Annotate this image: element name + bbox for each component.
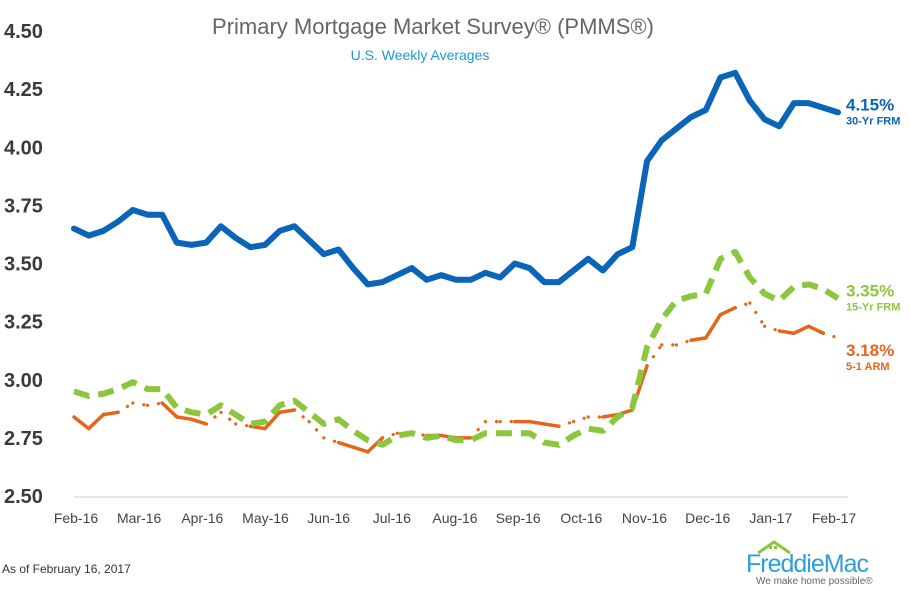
series-segment-5-1-arm (189, 417, 208, 426)
series-segment-5-1-arm (601, 412, 620, 419)
series-segment-5-1-arm (277, 408, 297, 415)
as-of-date: As of February 16, 2017 (2, 562, 131, 576)
series-segment-5-1-arm (145, 401, 164, 407)
y-tick-label: 2.75 (4, 428, 43, 450)
logo-wordmark: FreddieMac (746, 550, 869, 578)
series-end-name: 5-1 ARM (846, 361, 890, 373)
x-tick-label: Jun-16 (307, 510, 350, 526)
series-segment-5-1-arm (160, 401, 179, 419)
series-segment-5-1-arm (101, 410, 120, 417)
series-end-name: 15-Yr FRM (846, 301, 900, 313)
series-segment-5-1-arm (645, 343, 664, 368)
house-roof-icon (757, 540, 791, 554)
series-segment-5-1-arm (777, 329, 796, 335)
series-segment-5-1-arm (234, 422, 252, 428)
series-end-value: 3.18% (846, 341, 894, 360)
series-segment-5-1-arm (674, 338, 693, 347)
series-segment-5-1-arm (571, 415, 590, 424)
series-segment-5-1-arm (351, 445, 370, 454)
series-segment-5-1-arm (704, 312, 723, 340)
series-lines (71, 69, 841, 454)
series-segment-5-1-arm (322, 436, 341, 445)
y-tick-label: 2.50 (4, 486, 43, 508)
series-segment-5-1-arm (542, 422, 561, 428)
x-tick-label: Jul-16 (373, 510, 411, 526)
chart-subtitle: U.S. Weekly Averages (350, 47, 490, 63)
x-tick-label: May-16 (242, 510, 289, 526)
series-segment-5-1-arm (204, 410, 223, 426)
x-tick-label: Apr-16 (181, 510, 223, 526)
y-tick-label: 3.75 (4, 195, 43, 217)
series-segment-5-1-arm (248, 424, 267, 431)
series-segment-5-1-arm (762, 324, 781, 333)
y-tick-label: 3.50 (4, 254, 43, 276)
y-tick-label: 4.50 (4, 21, 43, 43)
series-segment-5-1-arm (263, 410, 282, 431)
chart-title: Primary Mortgage Market Survey® (PMMS®) (212, 14, 654, 39)
series-segment-5-1-arm (131, 401, 150, 407)
x-tick-label: Oct-16 (560, 510, 602, 526)
series-segment-5-1-arm (86, 412, 106, 431)
series-segment-5-1-arm (557, 420, 576, 428)
series-segment-5-1-arm (748, 301, 767, 328)
series-end-name: 30-Yr FRM (846, 115, 900, 127)
y-axis-tick-labels: 4.50 4.25 4.00 3.75 3.50 3.25 3.00 2.75 2.50 (4, 21, 43, 508)
series-segment-5-1-arm (718, 305, 737, 317)
x-tick-label: Mar-16 (117, 510, 162, 526)
y-tick-label: 3.00 (4, 370, 43, 392)
series-segment-5-1-arm (689, 336, 708, 342)
logo-tagline: We make home possible® (756, 576, 873, 587)
y-tick-label: 3.25 (4, 312, 43, 334)
x-tick-label: Sep-16 (496, 510, 541, 526)
series-line-30-yr-frm (71, 69, 841, 288)
series-segment-5-1-arm (175, 415, 194, 422)
series-segment-5-1-arm (307, 420, 326, 440)
x-tick-label: Nov-16 (622, 510, 667, 526)
series-segment-5-1-arm (336, 440, 355, 449)
series-segment-5-1-arm (366, 436, 385, 454)
series-segment-5-1-arm (792, 324, 811, 335)
series-segment-5-1-arm (527, 419, 546, 426)
series-end-value: 4.15% (846, 95, 894, 114)
series-segment-5-1-arm (72, 415, 91, 431)
y-tick-label: 4.25 (4, 79, 43, 101)
x-tick-label: Feb-17 (812, 510, 857, 526)
x-tick-label: Jan-17 (749, 510, 792, 526)
x-axis-tick-labels: Feb-16 Mar-16 Apr-16 May-16 Jun-16 Jul-16 Aug-… (54, 510, 857, 526)
series-line-15-yr-frm (73, 248, 840, 448)
series-segment-5-1-arm (116, 401, 135, 414)
x-tick-label: Aug-16 (432, 510, 477, 526)
x-tick-label: Dec-16 (685, 510, 730, 526)
y-tick-label: 4.00 (4, 137, 43, 159)
series-end-labels: 4.15%30-Yr FRM 3.35%15-Yr FRM 3.18%5-1 ARM (846, 95, 900, 373)
series-segment-5-1-arm (292, 408, 311, 424)
series-segment-5-1-arm (821, 331, 840, 340)
series-segment-5-1-arm (806, 324, 826, 335)
x-tick-label: Feb-16 (54, 510, 99, 526)
series-segment-5-1-arm (733, 301, 752, 310)
series-end-value: 3.35% (846, 281, 894, 300)
series-segment-5-1-arm (469, 420, 487, 440)
freddie-mac-logo: FreddieMac We make home possible® (744, 540, 904, 588)
